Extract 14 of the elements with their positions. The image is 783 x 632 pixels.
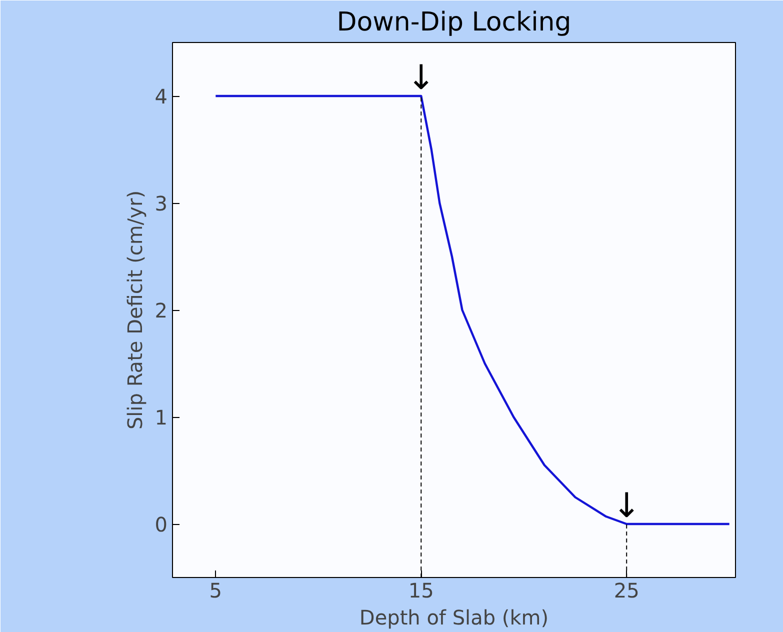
annotation: ↓ xyxy=(406,58,436,98)
line-series xyxy=(214,94,730,526)
x-tick-label: 15 xyxy=(408,578,434,602)
y-tick-label: 4 xyxy=(154,84,168,108)
y-tick-label: 3 xyxy=(154,192,168,216)
x-tick-label: 5 xyxy=(209,578,222,602)
x-tick-label: 25 xyxy=(614,578,640,602)
chart-title: Down-Dip Locking xyxy=(336,8,572,38)
y-tick-label: 0 xyxy=(154,512,168,536)
y-axis-title: Slip Rate Deficit (cm/yr) xyxy=(122,190,147,430)
x-axis-title: Depth of Slab (km) xyxy=(359,606,549,630)
y-tick-label: 1 xyxy=(154,406,168,430)
y-tick-label: 2 xyxy=(154,298,168,322)
annotation: ↓ xyxy=(612,486,641,526)
